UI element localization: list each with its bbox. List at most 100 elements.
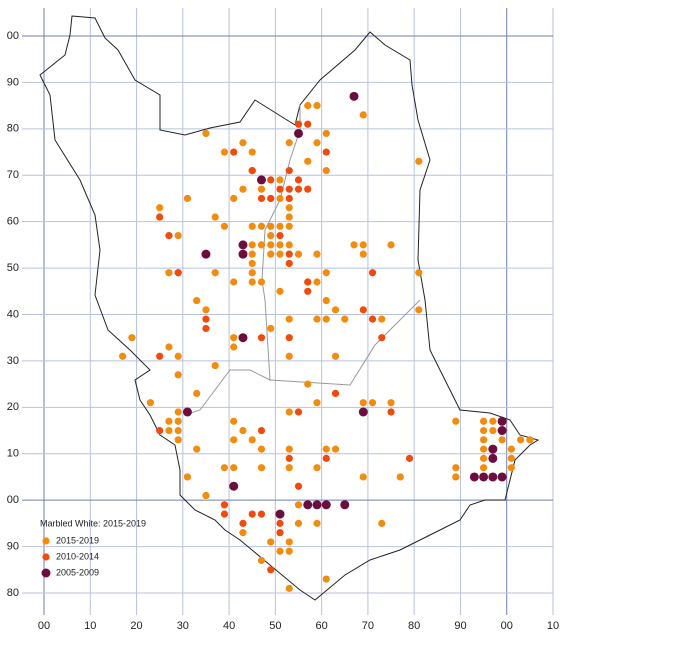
record-dot [479,436,488,444]
record-dot [497,472,507,482]
record-dot [174,371,182,379]
record-dot [174,231,182,240]
record-dot [267,538,275,546]
record-dot [304,278,312,286]
record-dot [350,241,358,249]
record-dot [248,436,256,444]
record-dot [313,139,321,147]
record-dot [165,231,173,240]
record-dot [202,324,210,333]
record-dot [303,500,313,510]
record-dot [285,139,293,147]
record-dot [368,399,377,407]
record-dot [378,334,386,342]
record-dot [331,352,340,360]
record-dot [479,417,488,425]
x-tick-label: 90 [454,620,466,632]
record-dot [498,436,506,444]
record-dot [220,148,229,156]
record-dot [479,426,488,435]
record-dot [230,417,238,425]
record-dot [322,454,330,462]
record-dot [239,529,247,537]
legend-marker [42,537,50,545]
record-dot [202,315,210,323]
record-dot [238,240,248,250]
record-dot [276,185,284,193]
record-dot [507,445,515,453]
record-dot [276,547,284,555]
record-dot [156,426,164,435]
record-dot [201,249,211,259]
record-dot [257,194,266,203]
y-tick-label: 80 [7,587,19,599]
record-dot [488,444,498,454]
record-dot [248,259,256,268]
record-dot [479,464,488,472]
record-dot [294,185,303,193]
record-dot [211,269,219,277]
record-dot [276,241,284,249]
record-dot [313,278,321,286]
record-dot [452,464,460,472]
record-dot [322,269,330,277]
record-dot [285,241,293,249]
records [119,91,534,592]
legend-label: 2010-2014 [56,551,99,561]
record-dot [257,426,266,435]
record-dot [322,315,330,323]
record-dot [387,408,395,416]
record-dot [202,129,210,138]
record-dot [294,250,303,258]
record-dot [257,334,266,342]
record-dot [193,445,201,453]
y-tick-label: 80 [7,123,19,135]
record-dot [488,472,498,482]
y-tick-label: 70 [7,169,19,181]
record-dot [359,473,367,481]
record-dot [322,296,330,305]
record-dot [257,222,266,230]
record-dot [182,407,192,417]
record-dot [230,334,238,342]
record-dot [497,416,507,426]
record-dot [405,454,414,462]
record-dot [359,250,367,258]
record-dot [230,436,238,444]
record-dot [257,278,266,286]
record-dot [276,250,284,258]
record-dot [257,241,266,249]
record-dot [230,464,238,472]
record-dot [202,306,210,314]
record-dot [285,352,293,360]
record-dot [257,464,266,472]
record-dot [359,111,367,119]
record-dot [387,399,395,407]
record-dot [294,120,303,128]
record-dot [165,343,173,351]
record-dot [238,249,248,259]
record-dot [239,139,247,147]
record-dot [313,102,321,110]
record-dot [276,222,284,230]
record-dot [248,510,256,518]
x-tick-label: 60 [316,620,328,632]
record-dot [526,436,534,444]
record-dot [267,324,275,333]
legend-label: 2015-2019 [56,535,99,545]
record-dot [312,500,322,510]
y-tick-label: 90 [7,540,19,552]
record-dot [165,426,173,435]
record-dot [220,510,229,518]
legend-label: 2005-2009 [56,567,99,577]
x-tick-label: 00 [38,620,50,632]
record-dot [396,473,404,481]
legend-marker [41,568,51,578]
y-tick-label: 60 [7,216,19,228]
record-dot [294,482,303,490]
record-dot [285,547,293,555]
record-dot [322,575,330,583]
record-dot [294,128,303,138]
y-tick-label: 50 [7,262,19,274]
